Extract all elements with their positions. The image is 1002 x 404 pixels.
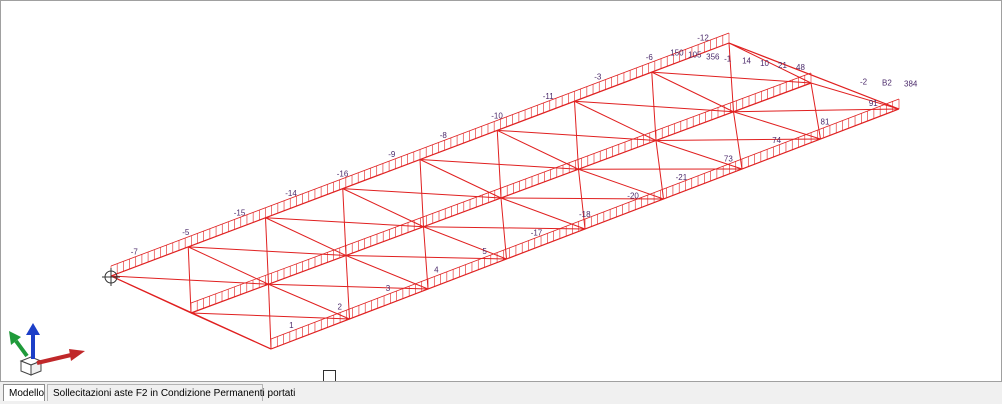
tab-sollecitazioni[interactable]: Sollecitazioni aste F2 in Condizione Per… — [47, 384, 263, 401]
top-chord-label: -3 — [594, 73, 602, 82]
far-chord-label: 21 — [778, 61, 787, 70]
bottom-chord-label: -17 — [531, 228, 543, 237]
diagonal-member — [269, 284, 272, 349]
bottom-chord-label: 81 — [821, 118, 830, 127]
cross-member — [734, 112, 821, 139]
truss-members — [111, 43, 899, 349]
load-envelope — [191, 73, 811, 303]
top-chord-label: -7 — [131, 247, 139, 256]
top-chord-label: -12 — [697, 34, 709, 43]
top-chord-label: -16 — [337, 170, 349, 179]
bottom-chord-label: 73 — [724, 155, 733, 164]
end-label: -2 — [860, 78, 868, 87]
load-envelope — [111, 33, 729, 266]
load-diagram-ticks — [111, 33, 899, 349]
cross-member — [652, 72, 734, 112]
far-chord-label: 150 — [670, 48, 684, 57]
far-chord-label: -1 — [724, 55, 732, 64]
bottom-chord-label: 2 — [337, 302, 342, 311]
far-chord-label: 356 — [706, 53, 720, 62]
cross-member — [111, 276, 191, 313]
bottom-chord-label: -18 — [579, 210, 591, 219]
load-envelope — [271, 99, 899, 339]
bottom-chord-label: 4 — [434, 265, 439, 274]
top-chord-label: -5 — [182, 228, 190, 237]
bottom-chord-label: 5 — [482, 247, 487, 256]
top-chord-label: -8 — [440, 131, 448, 140]
end-label: B2 — [882, 79, 892, 88]
far-chord-label: 10 — [760, 59, 769, 68]
bottom-chord-label: 74 — [772, 136, 781, 145]
top-chord-label: -9 — [388, 150, 396, 159]
bottom-chord-label: -21 — [676, 173, 688, 182]
cross-member — [191, 313, 271, 349]
top-chord-label: -6 — [646, 53, 654, 62]
bottom-chord-label: 3 — [386, 284, 391, 293]
far-chord-label: 105 — [688, 50, 702, 59]
bottom-chord-label: -20 — [627, 192, 639, 201]
top-chord-label: -11 — [543, 92, 555, 101]
far-chord-label: 48 — [796, 63, 805, 72]
bottom-chord-label: 1 — [289, 321, 294, 330]
cross-member — [579, 169, 664, 199]
bottom-chord-label: 91 — [869, 99, 878, 108]
top-chord-label: -10 — [491, 111, 503, 120]
far-chord-label: 14 — [742, 57, 751, 66]
top-chord-label: -15 — [234, 208, 246, 217]
end-label: 384 — [904, 80, 918, 89]
top-chord-label: -14 — [285, 189, 297, 198]
diagonal-member — [656, 139, 821, 141]
tab-modello[interactable]: Modello — [3, 384, 45, 401]
axis-triad-icon — [7, 323, 87, 379]
tab-bar: Modello Sollecitazioni aste F2 in Condiz… — [0, 381, 1002, 404]
